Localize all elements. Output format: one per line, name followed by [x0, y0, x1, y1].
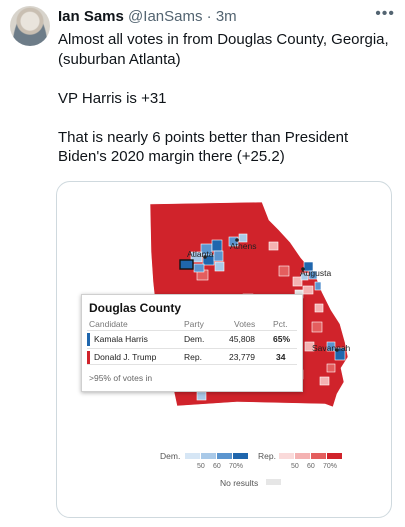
legend-rep-swatch [295, 453, 310, 459]
legend-dem-swatch [217, 453, 232, 459]
legend-no-results-label: No results [220, 478, 259, 488]
rep-color-swatch [87, 351, 90, 364]
legend-rep-tick: 50 [291, 463, 299, 470]
table-row: Donald J. Trump Rep. 23,779 34 [87, 348, 297, 365]
legend-dem-swatch [201, 453, 216, 459]
separator-dot: · [206, 8, 212, 25]
popup-title: Douglas County [89, 301, 181, 315]
legend-rep-swatch [311, 453, 326, 459]
column-header-party: Party [184, 319, 204, 329]
candidate-votes: 23,779 [229, 352, 255, 362]
candidate-party: Dem. [184, 334, 205, 344]
legend-no-results-swatch [266, 479, 281, 485]
tweet-paragraph: VP Harris is +31 [58, 89, 167, 107]
candidate-party: Rep. [184, 352, 202, 362]
county-results-popup: Douglas County Candidate Party Votes Pct… [81, 294, 303, 392]
table-row: Kamala Harris Dem. 45,808 65% [87, 330, 297, 347]
savannah-label: Savannah [312, 343, 351, 353]
tweet-paragraph: That is nearly 6 points better than Pres… [58, 128, 349, 166]
legend-dem-tick: 60 [213, 463, 221, 470]
legend-rep-label: Rep. [258, 451, 276, 461]
legend-rep-tick: 60 [307, 463, 315, 470]
candidate-name: Kamala Harris [94, 334, 148, 344]
savannah-marker [335, 348, 339, 352]
tweet-media-image[interactable]: Athens Atlanta Augusta Savannah Douglas … [56, 181, 392, 518]
map-legend: Dem. 50 60 70% Rep. 50 60 70% No results [57, 447, 391, 497]
candidate-pct: 65% [273, 334, 291, 344]
douglas-county-highlight [179, 259, 194, 270]
candidate-name: Donald J. Trump [94, 352, 157, 362]
avatar[interactable] [10, 6, 50, 46]
handle[interactable]: @IanSams [128, 8, 203, 25]
column-header-votes: Votes [234, 319, 256, 329]
timestamp[interactable]: 3m [215, 8, 237, 25]
athens-marker [235, 238, 239, 242]
candidate-pct: 34 [276, 352, 286, 362]
augusta-label: Augusta [300, 268, 331, 278]
athens-label: Athens [230, 241, 256, 251]
legend-rep-swatch [327, 453, 342, 459]
column-header-candidate: Candidate [89, 319, 128, 329]
column-header-pct: Pct. [273, 319, 288, 329]
legend-dem-swatch [185, 453, 200, 459]
legend-dem-tick: 50 [197, 463, 205, 470]
display-name[interactable]: Ian Sams [58, 8, 124, 25]
candidate-votes: 45,808 [229, 334, 255, 344]
legend-rep-swatch [279, 453, 294, 459]
atlanta-label: Atlanta [187, 249, 214, 259]
votes-reporting: >95% of votes in [89, 373, 153, 383]
dem-color-swatch [87, 333, 90, 346]
tweet-text: Almost all votes in from Douglas County,… [58, 30, 393, 167]
legend-dem-swatch [233, 453, 248, 459]
tweet-header: Ian Sams @IanSams · 3m [58, 7, 395, 27]
more-dots-icon[interactable]: ••• [375, 5, 395, 22]
augusta-marker [301, 267, 305, 271]
legend-dem-tick: 70% [229, 463, 244, 470]
legend-dem-label: Dem. [160, 451, 181, 461]
legend-rep-tick: 70% [323, 463, 338, 470]
atlanta-marker [203, 255, 207, 259]
tweet-paragraph: Almost all votes in from Douglas County,… [58, 31, 389, 68]
